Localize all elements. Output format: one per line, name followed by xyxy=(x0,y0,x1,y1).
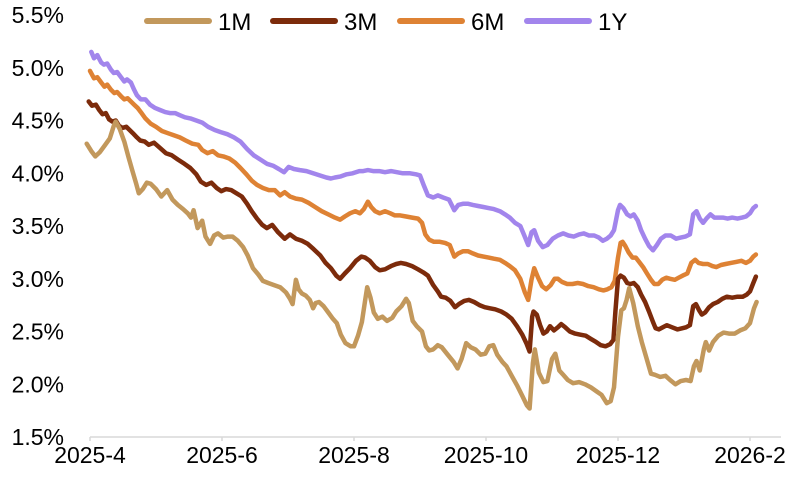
legend-item-1m[interactable]: 1M xyxy=(144,9,251,36)
legend-label-6m: 6M xyxy=(471,9,504,36)
legend-label-1y: 1Y xyxy=(598,9,627,36)
legend-item-1y[interactable]: 1Y xyxy=(524,9,627,36)
y-axis-label: 4.5% xyxy=(12,108,64,134)
x-axis-label: 2025-10 xyxy=(444,442,528,468)
y-axis-label: 5.0% xyxy=(12,55,64,81)
y-axis-label: 2.0% xyxy=(12,371,64,397)
legend-label-1m: 1M xyxy=(218,9,251,36)
y-axis-label: 5.5% xyxy=(12,2,64,28)
series-line-3m xyxy=(86,99,759,354)
x-axis-label: 2026-2 xyxy=(714,442,786,468)
legend: 1M 3M 6M 1Y xyxy=(144,9,627,36)
series-line-6m xyxy=(87,68,759,303)
y-axis-label: 2.5% xyxy=(12,319,64,345)
series-line-1y xyxy=(89,49,759,253)
y-axis-label: 3.0% xyxy=(12,266,64,292)
legend-item-3m[interactable]: 3M xyxy=(270,9,377,36)
legend-item-6m[interactable]: 6M xyxy=(397,9,504,36)
x-axis-label: 2025-12 xyxy=(576,442,660,468)
y-axis-label: 4.0% xyxy=(12,160,64,186)
x-axis-label: 2025-8 xyxy=(318,442,390,468)
series-line-1m xyxy=(84,119,759,411)
series-layer xyxy=(84,49,759,411)
x-axis-label: 2025-4 xyxy=(54,442,126,468)
y-axis-label: 3.5% xyxy=(12,213,64,239)
y-axis-label: 1.5% xyxy=(12,424,64,450)
axes-layer: 2025-4 2025-6 2025-8 2025-10 2025-12 2026-2 5.… xyxy=(12,2,786,468)
x-axis-label: 2025-6 xyxy=(186,442,258,468)
legend-label-3m: 3M xyxy=(344,9,377,36)
